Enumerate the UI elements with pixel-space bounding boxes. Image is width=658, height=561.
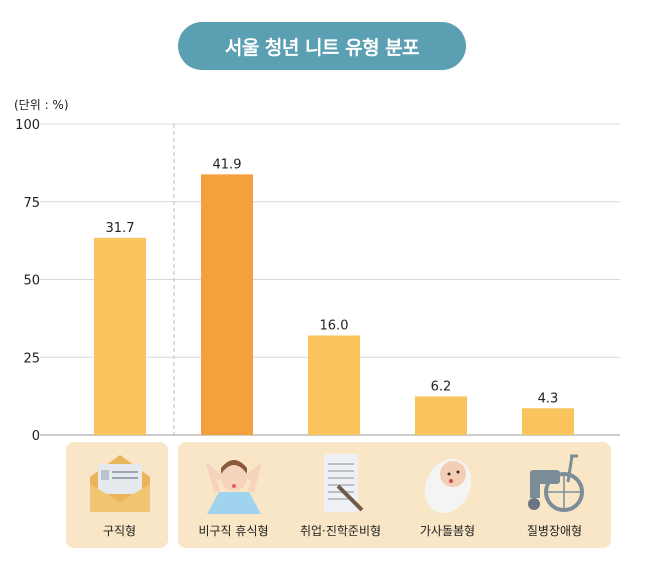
bar [94,237,146,435]
y-tick-label: 25 [23,351,40,366]
y-tick-label: 0 [32,429,40,440]
bar [415,396,467,435]
bar [201,174,253,435]
unit-label: (단위 : %) [14,98,69,112]
bar [308,335,360,435]
category-2: 취업·진학준비형 [287,442,394,548]
category-label: 질병장애형 [526,524,583,538]
category-4: 질병장애형 [501,442,608,548]
data-label: 4.3 [538,391,559,406]
envelope-icon [89,455,150,512]
baby-icon [424,458,471,514]
document-pencil-icon [323,454,363,512]
y-tick-label: 50 [23,274,40,289]
wheelchair-icon [527,454,584,512]
category-0: 구직형 [66,442,173,548]
bar [522,408,574,435]
chart-title: 서울 청년 니트 유형 분포 [178,22,466,70]
category-label: 취업·진학준비형 [299,524,382,538]
y-tick-label: 75 [23,196,40,211]
y-tick-label: 100 [15,118,40,133]
data-label: 6.2 [431,379,452,394]
stressed-person-icon [205,460,262,514]
data-label: 31.7 [106,221,135,236]
category-3: 가사돌봄형 [394,442,501,548]
data-label: 16.0 [320,318,349,333]
category-label: 가사돌봄형 [419,524,476,538]
category-1: 비구직 휴식형 [180,442,287,548]
data-label: 41.9 [213,157,242,172]
category-label: 구직형 [102,524,137,538]
category-label: 비구직 휴식형 [198,524,269,538]
plot-area: 0 25 50 75 100 31.7 41.9 16.0 6.2 4.3 [15,118,620,440]
